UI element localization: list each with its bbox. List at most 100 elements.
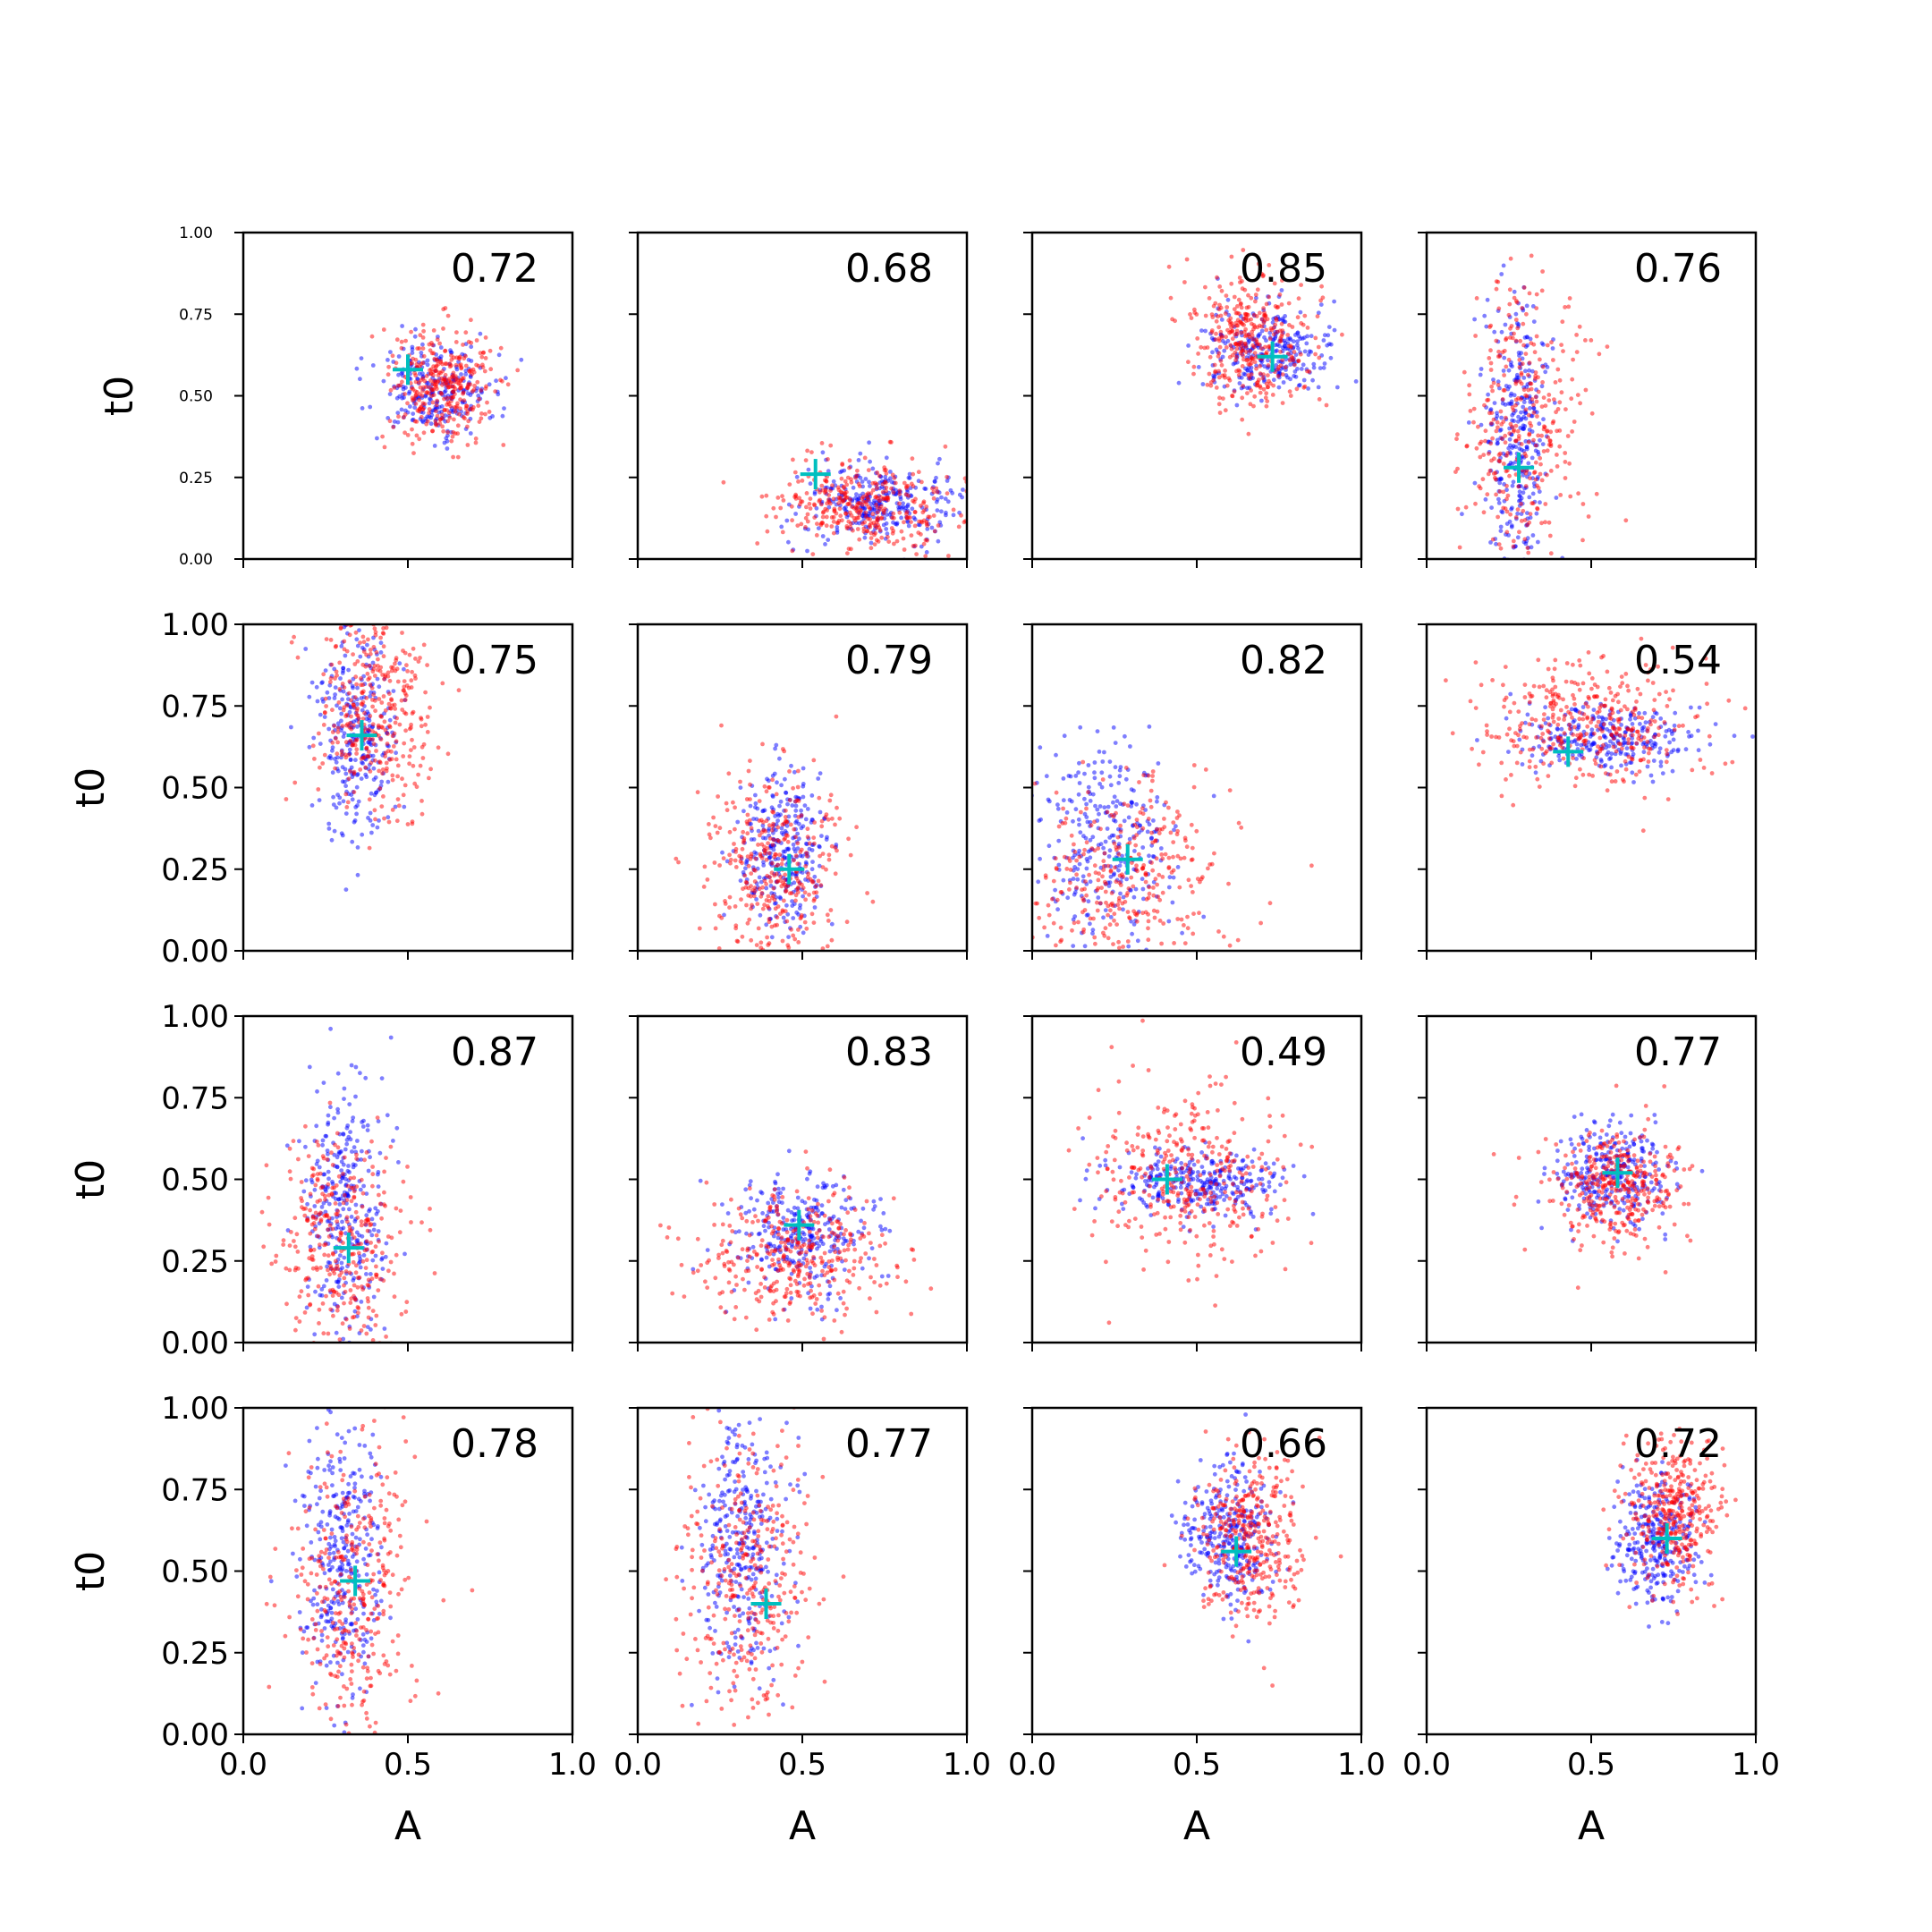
scatter-point bbox=[800, 853, 805, 859]
scatter-point bbox=[356, 716, 361, 721]
scatter-point bbox=[1523, 411, 1528, 416]
scatter-point bbox=[1503, 440, 1508, 445]
scatter-point bbox=[1246, 292, 1250, 298]
scatter-point bbox=[1134, 863, 1139, 869]
scatter-point bbox=[1243, 344, 1249, 349]
scatter-point bbox=[1071, 877, 1076, 881]
scatter-point bbox=[1536, 539, 1540, 545]
scatter-point bbox=[389, 668, 394, 674]
scatter-point bbox=[1103, 839, 1108, 844]
scatter-point bbox=[824, 867, 828, 872]
scatter-point bbox=[1506, 357, 1512, 362]
scatter-point bbox=[410, 351, 415, 355]
scatter-point bbox=[350, 839, 355, 844]
scatter-point bbox=[1239, 349, 1244, 354]
scatter-point bbox=[772, 873, 777, 878]
scatter-point bbox=[1114, 879, 1119, 885]
scatter-point bbox=[1113, 865, 1117, 870]
scatter-point bbox=[1521, 404, 1526, 410]
scatter-point bbox=[1326, 333, 1331, 338]
scatter-point bbox=[713, 902, 717, 907]
scatter-point bbox=[339, 718, 343, 724]
scatter-point bbox=[1599, 715, 1605, 720]
scatter-point bbox=[1171, 840, 1176, 844]
scatter-point bbox=[1166, 885, 1172, 890]
scatter-point bbox=[1102, 879, 1107, 885]
scatter-point bbox=[905, 483, 911, 488]
scatter-point bbox=[1516, 434, 1521, 438]
scatter-point bbox=[1114, 804, 1119, 809]
scatter-point bbox=[945, 474, 949, 479]
scatter-point bbox=[1088, 879, 1093, 885]
scatter-point bbox=[826, 504, 832, 510]
scatter-point bbox=[1541, 342, 1546, 347]
scatter-point bbox=[1064, 810, 1070, 815]
scatter-point bbox=[440, 424, 445, 429]
scatter-point bbox=[735, 819, 741, 825]
scatter-point bbox=[1491, 380, 1496, 386]
scatter-point bbox=[419, 394, 425, 398]
scatter-point bbox=[1506, 312, 1512, 318]
scatter-point bbox=[1074, 872, 1079, 877]
scatter-point bbox=[1086, 763, 1091, 767]
scatter-point bbox=[897, 488, 902, 493]
scatter-point bbox=[1237, 381, 1242, 386]
scatter-point bbox=[1476, 424, 1480, 429]
scatter-point bbox=[1538, 455, 1543, 461]
scatter-point bbox=[1589, 742, 1594, 748]
scatter-point bbox=[1704, 682, 1709, 686]
scatter-point bbox=[1210, 350, 1215, 355]
scatter-point bbox=[1058, 939, 1063, 945]
scatter-point bbox=[1178, 856, 1183, 861]
scatter-point bbox=[378, 737, 384, 741]
scatter-point bbox=[463, 363, 469, 369]
scatter-point bbox=[410, 344, 415, 350]
scatter-point bbox=[351, 652, 355, 657]
scatter-point bbox=[893, 480, 898, 486]
scatter-point bbox=[1101, 915, 1106, 920]
scatter-point bbox=[1249, 317, 1253, 322]
scatter-point bbox=[1081, 852, 1086, 857]
scatter-point bbox=[943, 496, 948, 501]
scatter-point bbox=[378, 714, 383, 719]
scatter-point bbox=[726, 771, 732, 776]
scatter-point bbox=[1045, 934, 1050, 938]
scatter-point bbox=[340, 697, 344, 702]
scatter-point bbox=[371, 741, 377, 747]
scatter-point bbox=[1214, 386, 1219, 390]
scatter-point bbox=[1273, 322, 1278, 327]
scatter-point bbox=[417, 397, 421, 402]
scatter-point bbox=[1527, 495, 1532, 500]
scatter-point bbox=[875, 516, 879, 521]
scatter-point bbox=[394, 757, 399, 762]
scatter-point bbox=[1214, 318, 1219, 324]
scatter-point bbox=[1118, 829, 1123, 835]
scatter-point bbox=[1189, 316, 1194, 320]
scatter-point bbox=[923, 538, 928, 543]
scatter-point bbox=[1512, 295, 1517, 301]
scatter-point bbox=[1218, 329, 1224, 335]
scatter-point bbox=[1340, 332, 1344, 337]
scatter-point bbox=[843, 494, 848, 499]
scatter-point bbox=[1589, 727, 1595, 733]
scatter-point bbox=[1157, 872, 1162, 877]
scatter-point bbox=[405, 433, 411, 437]
scatter-point bbox=[746, 893, 751, 898]
scatter-point bbox=[798, 850, 803, 854]
scatter-point bbox=[1518, 494, 1522, 498]
scatter-point bbox=[858, 509, 863, 514]
scatter-point bbox=[1307, 349, 1312, 354]
scatter-point bbox=[773, 746, 777, 751]
scatter-point bbox=[1256, 334, 1261, 339]
scatter-point bbox=[370, 698, 375, 702]
scatter-point bbox=[1539, 433, 1544, 438]
scatter-point bbox=[828, 908, 834, 912]
scatter-point bbox=[335, 725, 341, 731]
scatter-point bbox=[956, 524, 962, 530]
scatter-point bbox=[412, 419, 418, 424]
scatter-point bbox=[1453, 470, 1458, 474]
scatter-point bbox=[1069, 799, 1074, 804]
scatter-point bbox=[929, 525, 935, 530]
scatter-point bbox=[346, 776, 352, 782]
scatter-point bbox=[1089, 823, 1094, 828]
